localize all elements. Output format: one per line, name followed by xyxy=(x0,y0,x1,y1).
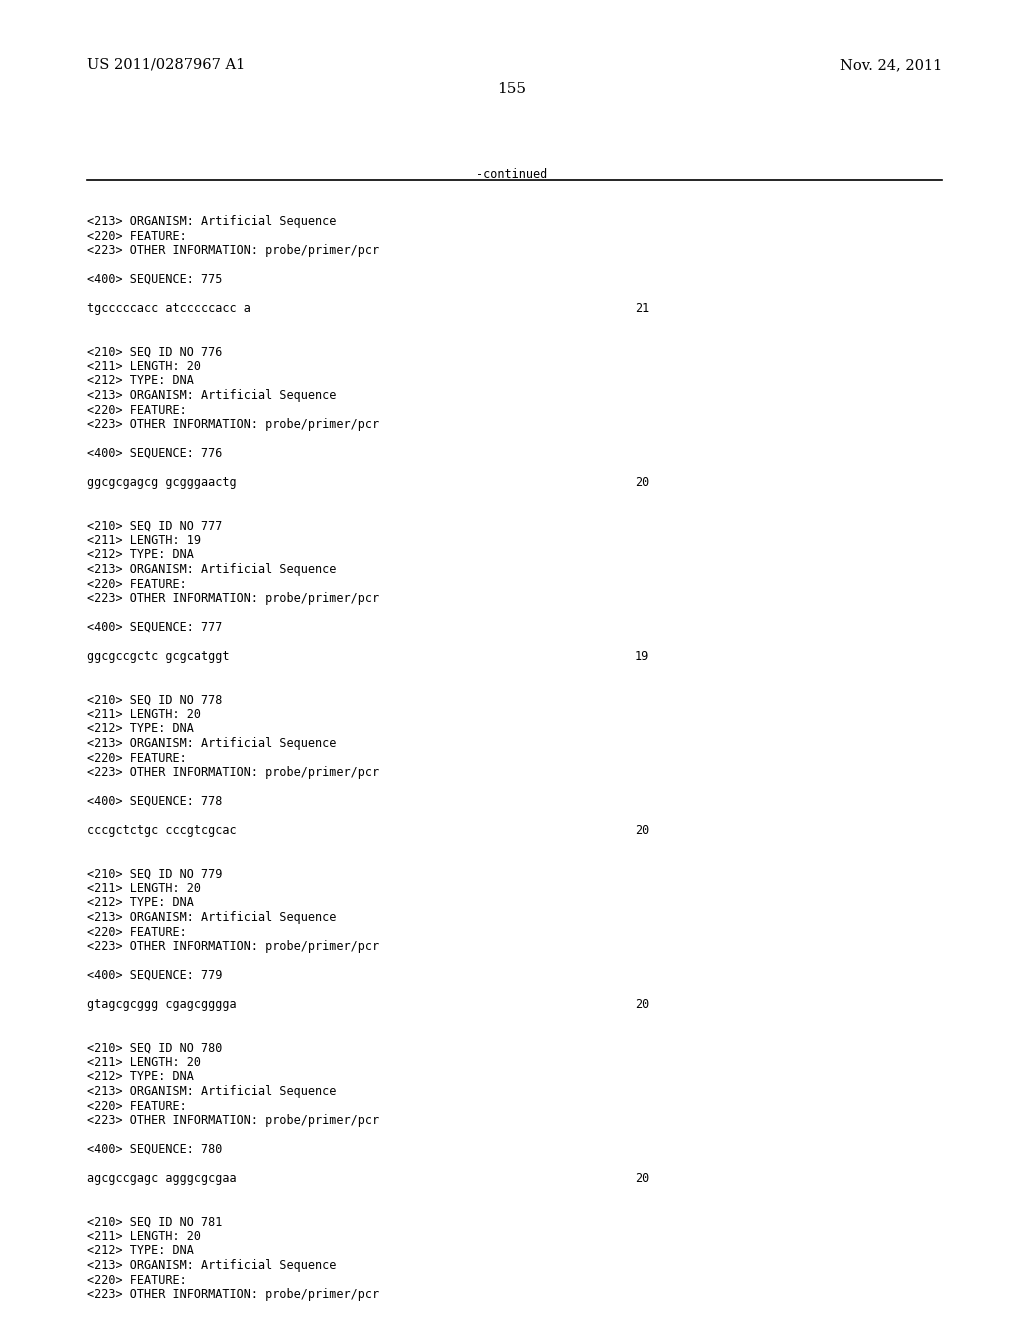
Text: <213> ORGANISM: Artificial Sequence: <213> ORGANISM: Artificial Sequence xyxy=(87,389,337,403)
Text: <223> OTHER INFORMATION: probe/primer/pcr: <223> OTHER INFORMATION: probe/primer/pc… xyxy=(87,766,379,779)
Text: tgcccccacc atcccccacc a: tgcccccacc atcccccacc a xyxy=(87,302,251,315)
Text: <400> SEQUENCE: 779: <400> SEQUENCE: 779 xyxy=(87,969,222,982)
Text: <210> SEQ ID NO 777: <210> SEQ ID NO 777 xyxy=(87,520,222,532)
Text: 19: 19 xyxy=(635,649,649,663)
Text: 155: 155 xyxy=(498,82,526,96)
Text: <400> SEQUENCE: 780: <400> SEQUENCE: 780 xyxy=(87,1143,222,1156)
Text: <213> ORGANISM: Artificial Sequence: <213> ORGANISM: Artificial Sequence xyxy=(87,1259,337,1272)
Text: <213> ORGANISM: Artificial Sequence: <213> ORGANISM: Artificial Sequence xyxy=(87,215,337,228)
Text: <220> FEATURE:: <220> FEATURE: xyxy=(87,925,186,939)
Text: <400> SEQUENCE: 775: <400> SEQUENCE: 775 xyxy=(87,273,222,286)
Text: <211> LENGTH: 20: <211> LENGTH: 20 xyxy=(87,708,201,721)
Text: <212> TYPE: DNA: <212> TYPE: DNA xyxy=(87,549,194,561)
Text: <212> TYPE: DNA: <212> TYPE: DNA xyxy=(87,375,194,388)
Text: <223> OTHER INFORMATION: probe/primer/pcr: <223> OTHER INFORMATION: probe/primer/pc… xyxy=(87,418,379,432)
Text: <212> TYPE: DNA: <212> TYPE: DNA xyxy=(87,1071,194,1084)
Text: <220> FEATURE:: <220> FEATURE: xyxy=(87,404,186,417)
Text: <212> TYPE: DNA: <212> TYPE: DNA xyxy=(87,896,194,909)
Text: <211> LENGTH: 20: <211> LENGTH: 20 xyxy=(87,882,201,895)
Text: <223> OTHER INFORMATION: probe/primer/pcr: <223> OTHER INFORMATION: probe/primer/pc… xyxy=(87,940,379,953)
Text: <220> FEATURE:: <220> FEATURE: xyxy=(87,230,186,243)
Text: <213> ORGANISM: Artificial Sequence: <213> ORGANISM: Artificial Sequence xyxy=(87,1085,337,1098)
Text: <210> SEQ ID NO 776: <210> SEQ ID NO 776 xyxy=(87,346,222,359)
Text: -continued: -continued xyxy=(476,168,548,181)
Text: 20: 20 xyxy=(635,477,649,488)
Text: ggcgccgctc gcgcatggt: ggcgccgctc gcgcatggt xyxy=(87,649,229,663)
Text: <400> SEQUENCE: 776: <400> SEQUENCE: 776 xyxy=(87,447,222,459)
Text: <211> LENGTH: 20: <211> LENGTH: 20 xyxy=(87,1230,201,1243)
Text: <211> LENGTH: 20: <211> LENGTH: 20 xyxy=(87,360,201,374)
Text: <220> FEATURE:: <220> FEATURE: xyxy=(87,578,186,590)
Text: 20: 20 xyxy=(635,824,649,837)
Text: <220> FEATURE:: <220> FEATURE: xyxy=(87,1274,186,1287)
Text: <223> OTHER INFORMATION: probe/primer/pcr: <223> OTHER INFORMATION: probe/primer/pc… xyxy=(87,1288,379,1302)
Text: <213> ORGANISM: Artificial Sequence: <213> ORGANISM: Artificial Sequence xyxy=(87,737,337,750)
Text: <210> SEQ ID NO 780: <210> SEQ ID NO 780 xyxy=(87,1041,222,1055)
Text: <220> FEATURE:: <220> FEATURE: xyxy=(87,1100,186,1113)
Text: <210> SEQ ID NO 778: <210> SEQ ID NO 778 xyxy=(87,693,222,706)
Text: Nov. 24, 2011: Nov. 24, 2011 xyxy=(840,58,942,73)
Text: <213> ORGANISM: Artificial Sequence: <213> ORGANISM: Artificial Sequence xyxy=(87,911,337,924)
Text: <211> LENGTH: 19: <211> LENGTH: 19 xyxy=(87,535,201,546)
Text: 20: 20 xyxy=(635,998,649,1011)
Text: <213> ORGANISM: Artificial Sequence: <213> ORGANISM: Artificial Sequence xyxy=(87,564,337,576)
Text: agcgccgagc agggcgcgaa: agcgccgagc agggcgcgaa xyxy=(87,1172,237,1185)
Text: <210> SEQ ID NO 779: <210> SEQ ID NO 779 xyxy=(87,867,222,880)
Text: <220> FEATURE:: <220> FEATURE: xyxy=(87,751,186,764)
Text: <400> SEQUENCE: 777: <400> SEQUENCE: 777 xyxy=(87,620,222,634)
Text: <223> OTHER INFORMATION: probe/primer/pcr: <223> OTHER INFORMATION: probe/primer/pc… xyxy=(87,591,379,605)
Text: <223> OTHER INFORMATION: probe/primer/pcr: <223> OTHER INFORMATION: probe/primer/pc… xyxy=(87,1114,379,1127)
Text: <400> SEQUENCE: 778: <400> SEQUENCE: 778 xyxy=(87,795,222,808)
Text: 20: 20 xyxy=(635,1172,649,1185)
Text: <212> TYPE: DNA: <212> TYPE: DNA xyxy=(87,722,194,735)
Text: ggcgcgagcg gcgggaactg: ggcgcgagcg gcgggaactg xyxy=(87,477,237,488)
Text: 21: 21 xyxy=(635,302,649,315)
Text: gtagcgcggg cgagcgggga: gtagcgcggg cgagcgggga xyxy=(87,998,237,1011)
Text: cccgctctgc cccgtcgcac: cccgctctgc cccgtcgcac xyxy=(87,824,237,837)
Text: <212> TYPE: DNA: <212> TYPE: DNA xyxy=(87,1245,194,1258)
Text: <211> LENGTH: 20: <211> LENGTH: 20 xyxy=(87,1056,201,1069)
Text: <210> SEQ ID NO 781: <210> SEQ ID NO 781 xyxy=(87,1216,222,1229)
Text: US 2011/0287967 A1: US 2011/0287967 A1 xyxy=(87,58,246,73)
Text: <223> OTHER INFORMATION: probe/primer/pcr: <223> OTHER INFORMATION: probe/primer/pc… xyxy=(87,244,379,257)
